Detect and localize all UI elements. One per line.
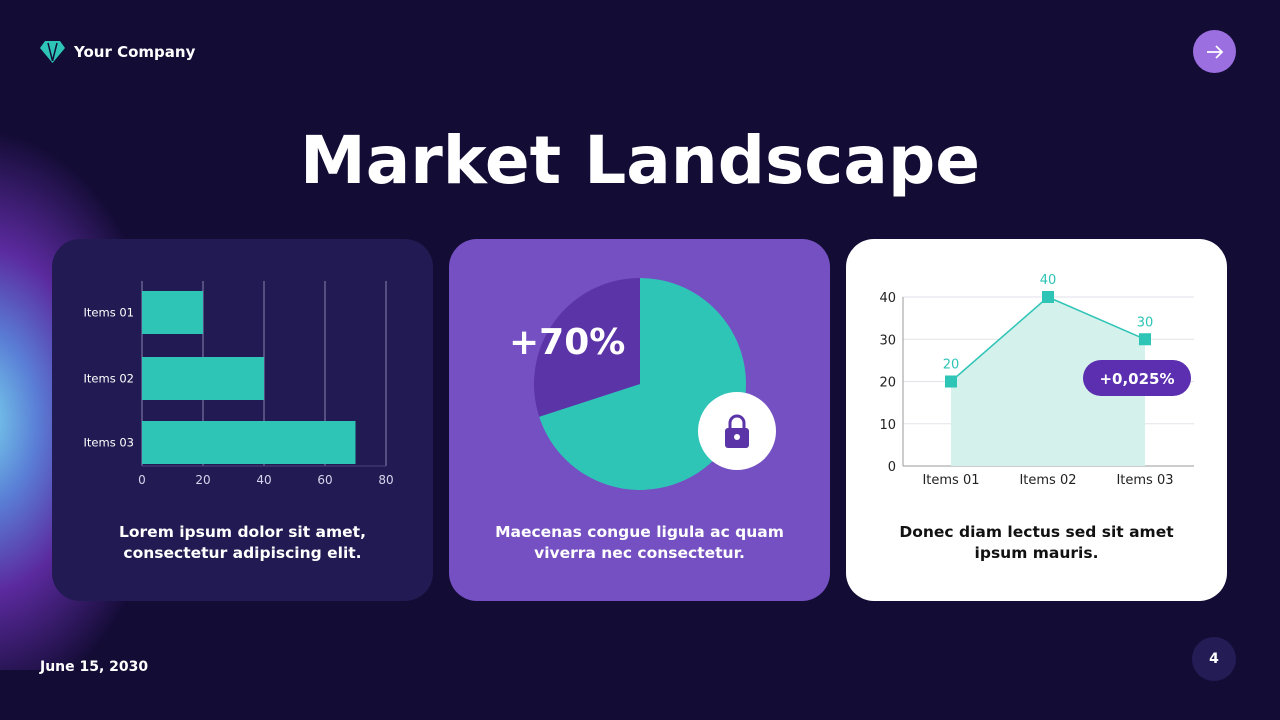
lock-keyhole bbox=[734, 434, 740, 440]
y-tick-label: 10 bbox=[879, 418, 896, 433]
area-chart: 0 10 20 30 40 20 Items 01 40 Items 02 30 Items 03 +… bbox=[879, 273, 1194, 488]
data-label: 20 bbox=[943, 358, 960, 373]
x-tick-label: 40 bbox=[256, 473, 271, 487]
y-tick-label: 40 bbox=[879, 291, 896, 306]
y-tick-label: 30 bbox=[879, 333, 896, 348]
data-label: 40 bbox=[1040, 273, 1057, 288]
line-chart-card: 0 10 20 30 40 20 Items 01 40 Items 02 30 Items 03 +… bbox=[846, 239, 1227, 601]
x-tick-label: 60 bbox=[317, 473, 332, 487]
x-category-label: Items 03 bbox=[1116, 473, 1173, 488]
x-tick-label: 20 bbox=[195, 473, 210, 487]
pie-chart: +70% bbox=[509, 278, 776, 490]
x-category-label: Items 02 bbox=[1019, 473, 1076, 488]
pie-slice bbox=[534, 278, 640, 417]
data-label: 30 bbox=[1137, 315, 1154, 330]
card-caption: Maecenas congue ligula ac quam viverra ne… bbox=[495, 523, 784, 562]
next-slide-button[interactable] bbox=[1193, 30, 1236, 73]
bar-chart: 0 20 40 60 80 Items 01 Items 02 Items 03 bbox=[84, 281, 394, 487]
pie-slice bbox=[539, 278, 746, 490]
company-name: Your Company bbox=[74, 43, 196, 61]
bar-chart-card: 0 20 40 60 80 Items 01 Items 02 Items 03 Lorem … bbox=[52, 239, 433, 601]
card-caption: Lorem ipsum dolor sit amet, consectetur a… bbox=[119, 523, 366, 562]
page-title: Market Landscape bbox=[300, 122, 980, 199]
slide-date: June 15, 2030 bbox=[40, 659, 149, 675]
arrow-right-icon bbox=[1206, 44, 1223, 59]
y-tick-label: 0 bbox=[888, 460, 896, 475]
page-number: 4 bbox=[1192, 637, 1236, 681]
y-category-label: Items 03 bbox=[84, 436, 134, 450]
x-tick-label: 0 bbox=[138, 473, 146, 487]
company-logo: Your Company bbox=[40, 40, 195, 64]
data-point bbox=[1042, 291, 1054, 303]
data-point bbox=[945, 375, 957, 388]
y-category-label: Items 01 bbox=[84, 306, 134, 320]
change-badge-label: +0,025% bbox=[1099, 370, 1174, 388]
y-tick-label: 20 bbox=[879, 376, 896, 391]
pie-chart-card: +70% Maecenas congue ligula ac quam viver… bbox=[449, 239, 830, 601]
pie-value-label: +70% bbox=[509, 322, 625, 363]
diamond-icon bbox=[40, 41, 65, 63]
bar bbox=[142, 291, 203, 334]
data-point bbox=[1139, 333, 1151, 346]
bar bbox=[142, 421, 356, 464]
card-caption: Donec diam lectus sed sit amet ipsum maur… bbox=[899, 523, 1174, 562]
y-category-label: Items 02 bbox=[84, 372, 134, 386]
x-tick-label: 80 bbox=[378, 473, 393, 487]
bar bbox=[142, 357, 264, 400]
change-badge bbox=[1083, 360, 1191, 396]
lock-icon bbox=[728, 414, 746, 429]
x-category-label: Items 01 bbox=[922, 473, 979, 488]
